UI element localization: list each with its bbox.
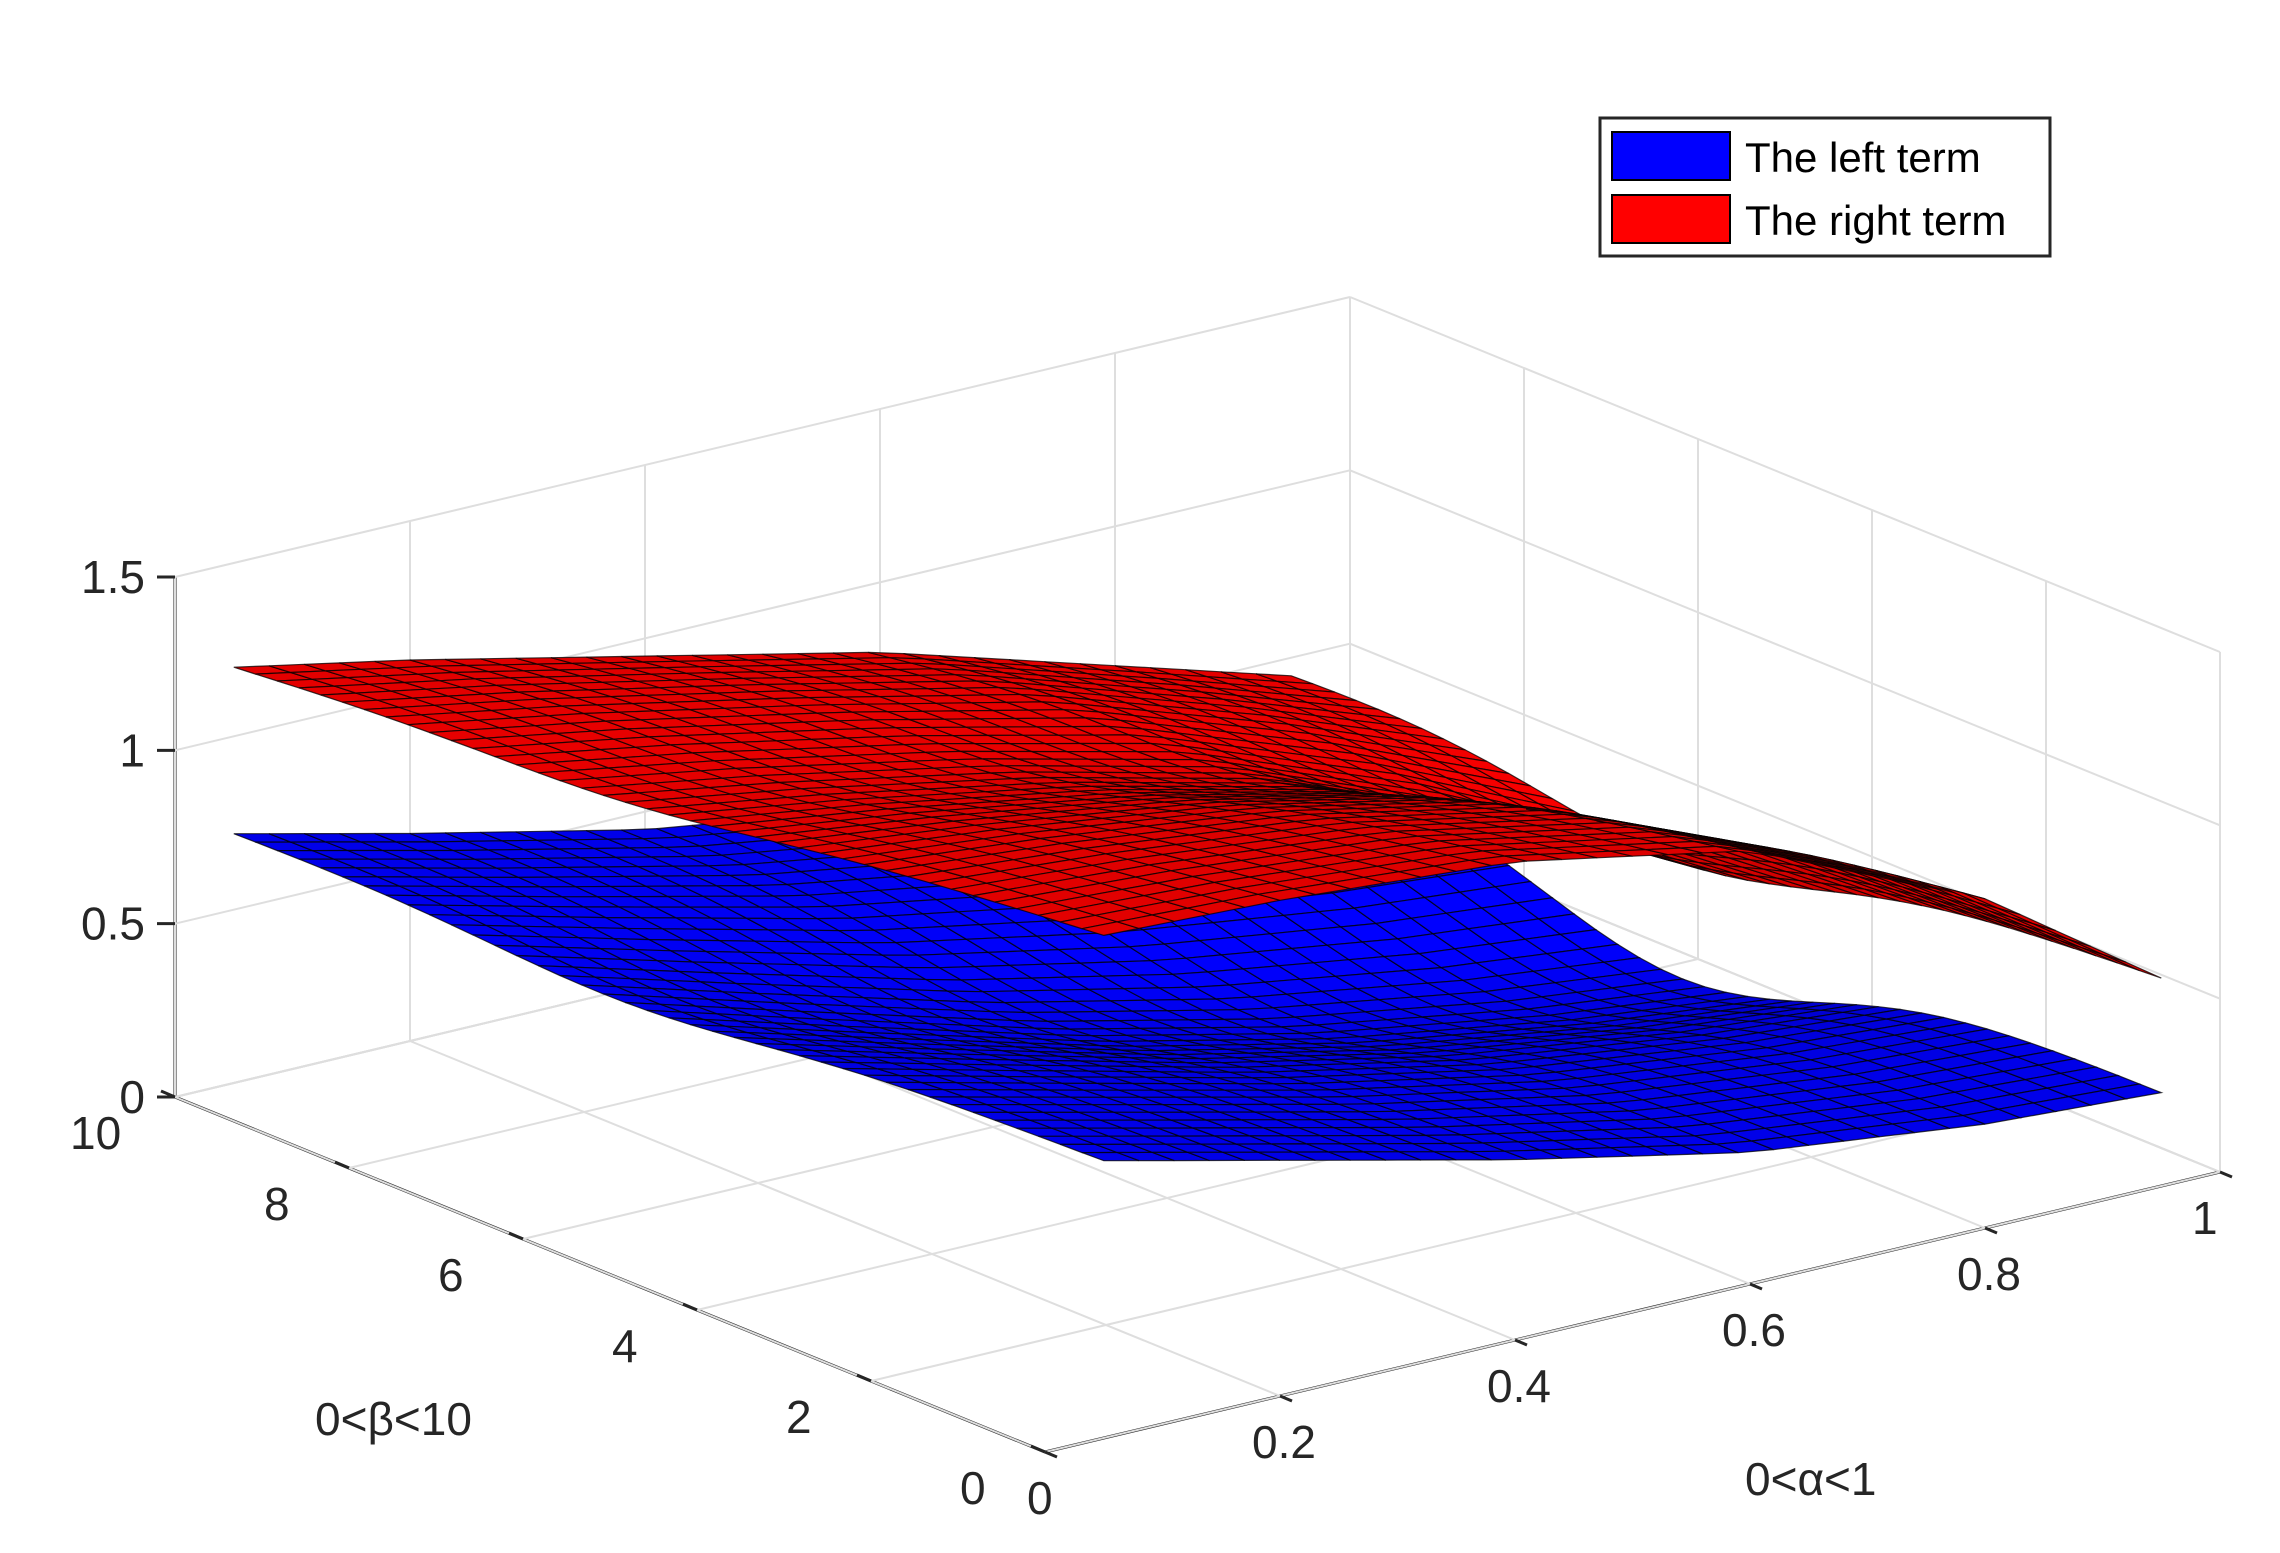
grid-line-z-back: [174, 296, 1351, 578]
y-tick-mark: [334, 1160, 350, 1170]
z-tick-label: 0: [119, 1071, 145, 1123]
grid-line-z-side: [1349, 469, 2221, 827]
z-tick-label: 1.5: [81, 551, 145, 603]
y-tick-label: 0: [960, 1462, 986, 1514]
y-tick-label: 2: [786, 1391, 812, 1443]
surface-patch: [2104, 954, 2162, 979]
grid-line-alpha-floor: [409, 1040, 1281, 1397]
x-tick-mark: [1044, 1450, 1058, 1459]
y-tick-label: 10: [70, 1107, 121, 1159]
y-tick-mark: [508, 1231, 524, 1241]
z-tick-label: 0.5: [81, 898, 145, 950]
x-tick-label: 0.2: [1252, 1416, 1316, 1468]
y-tick-label: 4: [612, 1320, 638, 1372]
x-tick-label: 0.8: [1957, 1248, 2021, 1300]
grid-line-z-side: [1349, 296, 2221, 653]
x-tick-label: 0.6: [1722, 1304, 1786, 1356]
series-right-term-surface: [233, 651, 2162, 979]
surface-patch: [2102, 1083, 2164, 1100]
grid-line-alpha-floor: [174, 1096, 1046, 1453]
x-tick-label: 0: [1027, 1472, 1053, 1524]
y-tick-mark: [682, 1302, 698, 1312]
legend-swatch-right-term: [1611, 194, 1731, 244]
y-axis-label: 0<β<10: [315, 1393, 472, 1445]
y-tick-mark: [856, 1373, 872, 1383]
x-tick-mark: [1279, 1394, 1293, 1403]
x-tick-label: 1: [2192, 1192, 2218, 1244]
x-tick-mark: [2219, 1170, 2233, 1179]
y-tick-mark: [1030, 1444, 1046, 1454]
x-tick-mark: [1984, 1226, 1998, 1235]
legend-swatch-left-term: [1611, 131, 1731, 181]
x-tick-mark: [1749, 1282, 1763, 1291]
legend: The left term The right term: [1598, 116, 2052, 258]
legend-label-left-term: The left term: [1745, 134, 1981, 181]
y-tick-label: 6: [438, 1249, 464, 1301]
x-tick-mark: [1514, 1338, 1528, 1347]
grid-line-beta-floor: [870, 1100, 2047, 1382]
z-tick-label: 1: [119, 724, 145, 776]
legend-label-right-term: The right term: [1745, 197, 2006, 244]
grid-line-beta-floor: [1044, 1171, 2221, 1453]
x-axis-label: 0<α<1: [1745, 1453, 1877, 1505]
y-tick-label: 8: [264, 1178, 290, 1230]
x-tick-label: 0.4: [1487, 1360, 1551, 1412]
